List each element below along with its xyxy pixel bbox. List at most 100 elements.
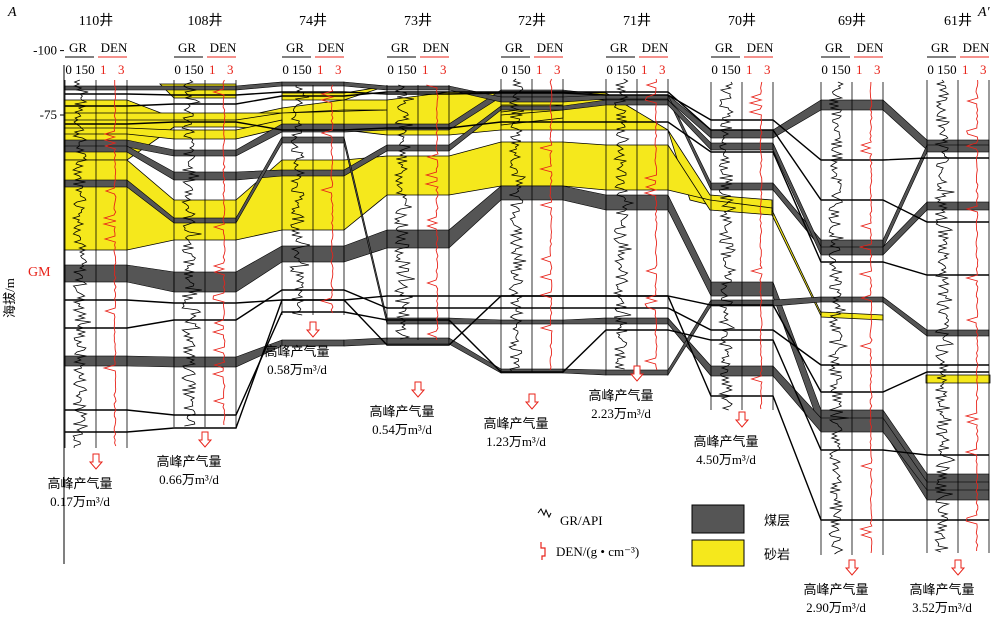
den-curve <box>424 84 439 341</box>
gr-scale: 0 150 <box>282 62 311 77</box>
production-title: 高峰产气量 <box>369 404 434 419</box>
gr-header: GR <box>178 40 196 55</box>
down-arrow-icon <box>629 365 645 382</box>
well-track <box>820 81 884 555</box>
coal-seam-link <box>562 317 607 325</box>
gr-scale: 0 150 <box>174 62 203 77</box>
well-tracks <box>64 78 990 555</box>
den-curve <box>748 81 763 410</box>
gr-curve <box>289 84 310 316</box>
coal-seam-link <box>448 337 502 374</box>
den-scale-min: 1 <box>317 62 324 77</box>
well-name: 61井 <box>944 13 972 29</box>
production-label: 高峰产气量 2.90万m³/d <box>803 559 869 615</box>
den-header: DEN <box>537 40 564 55</box>
production-title: 高峰产气量 <box>47 476 112 491</box>
y-axis-ticks: -75-100-125-150-175-200-225-250 <box>33 43 64 122</box>
production-title: 高峰产气量 <box>803 582 868 597</box>
well-header: 70井 GR DEN 0 150 1 3 <box>711 13 774 77</box>
gr-curve <box>393 84 415 340</box>
den-curve <box>643 78 659 371</box>
coal-seam-link <box>235 245 283 293</box>
down-arrow-icon <box>950 559 966 576</box>
den-scale-max: 3 <box>874 62 881 77</box>
den-scale-max: 3 <box>440 62 447 77</box>
production-value: 0.66万m³/d <box>159 472 219 487</box>
gr-curve <box>71 79 91 449</box>
coal-seam-link <box>667 194 712 297</box>
den-header: DEN <box>747 40 774 55</box>
gr-header: GR <box>715 40 733 55</box>
gr-curve <box>612 78 635 370</box>
legend-den-symbol <box>540 542 546 560</box>
gr-scale: 0 150 <box>821 62 850 77</box>
legend-gr-symbol <box>537 508 552 519</box>
den-scale-max: 3 <box>335 62 342 77</box>
den-scale-min: 1 <box>641 62 648 77</box>
den-header: DEN <box>642 40 669 55</box>
production-title: 高峰产气量 <box>909 582 974 597</box>
coal-seam-link <box>126 264 175 293</box>
gr-curve <box>933 79 956 553</box>
den-scale-max: 3 <box>554 62 561 77</box>
production-value: 2.23万m³/d <box>591 406 651 421</box>
den-scale-min: 1 <box>856 62 863 77</box>
den-scale-max: 3 <box>118 62 125 77</box>
gr-scale: 0 150 <box>927 62 956 77</box>
down-arrow-icon <box>524 393 540 410</box>
well-name: 73井 <box>404 13 432 29</box>
production-value: 2.90万m³/d <box>806 600 866 615</box>
den-curve <box>539 78 553 371</box>
production-label: 高峰产气量 0.66万m³/d <box>156 431 222 487</box>
well-name: 110井 <box>79 13 113 29</box>
sandstone-layers <box>63 83 991 384</box>
den-scale-max: 3 <box>764 62 771 77</box>
legend-sand-swatch <box>691 539 745 567</box>
well-header: 110井 GR DEN 0 150 1 3 <box>65 13 128 77</box>
well-name: 69井 <box>838 13 866 29</box>
production-labels: 高峰产气量 0.17万m³/d 高峰产气量 0.66万m³/d 高峰产气量 0.58万m³… <box>47 321 975 615</box>
gr-header: GR <box>825 40 843 55</box>
den-scale-min: 1 <box>209 62 216 77</box>
legend-den-label: DEN/(g • cm⁻³) <box>556 544 639 559</box>
down-arrow-icon <box>197 431 213 448</box>
gr-header: GR <box>931 40 949 55</box>
well-header: 108井 GR DEN 0 150 1 3 <box>174 13 237 77</box>
down-arrow-icon <box>410 381 426 398</box>
production-label: 高峰产气量 3.52万m³/d <box>909 559 975 615</box>
coal-seam-link <box>126 85 175 91</box>
production-value: 0.54万m³/d <box>372 422 432 437</box>
den-scale-max: 3 <box>659 62 666 77</box>
well-name: 71井 <box>623 13 651 29</box>
gr-curve <box>718 81 737 411</box>
legend-gr-label: GR/API <box>560 513 603 528</box>
production-value: 4.50万m³/d <box>696 452 756 467</box>
gr-scale: 0 150 <box>65 62 94 77</box>
den-header: DEN <box>210 40 237 55</box>
den-curve <box>964 79 980 552</box>
well-header: 74井 GR DEN 0 150 1 3 <box>282 13 345 77</box>
gr-scale: 0 150 <box>606 62 635 77</box>
well-track <box>281 84 345 316</box>
den-scale-min: 1 <box>746 62 753 77</box>
production-label: 高峰产气量 0.54万m³/d <box>369 381 435 437</box>
gr-scale: 0 150 <box>711 62 740 77</box>
den-curve <box>102 80 117 447</box>
production-title: 高峰产气量 <box>693 434 758 449</box>
coal-seam-link <box>126 355 175 368</box>
den-scale-min: 1 <box>962 62 969 77</box>
den-header: DEN <box>963 40 990 55</box>
well-track <box>605 78 669 371</box>
legend: GR/API DEN/(g • cm⁻³) 煤层 砂岩 <box>537 504 790 567</box>
coal-seam-link <box>882 296 928 337</box>
den-scale-max: 3 <box>980 62 987 77</box>
down-arrow-icon <box>88 453 104 470</box>
well-track <box>386 84 450 341</box>
well-name: 74井 <box>299 13 327 29</box>
gm-marker-label: GM <box>28 265 51 280</box>
well-name: 108井 <box>188 13 223 29</box>
gr-header: GR <box>391 40 409 55</box>
den-curve <box>319 84 335 314</box>
